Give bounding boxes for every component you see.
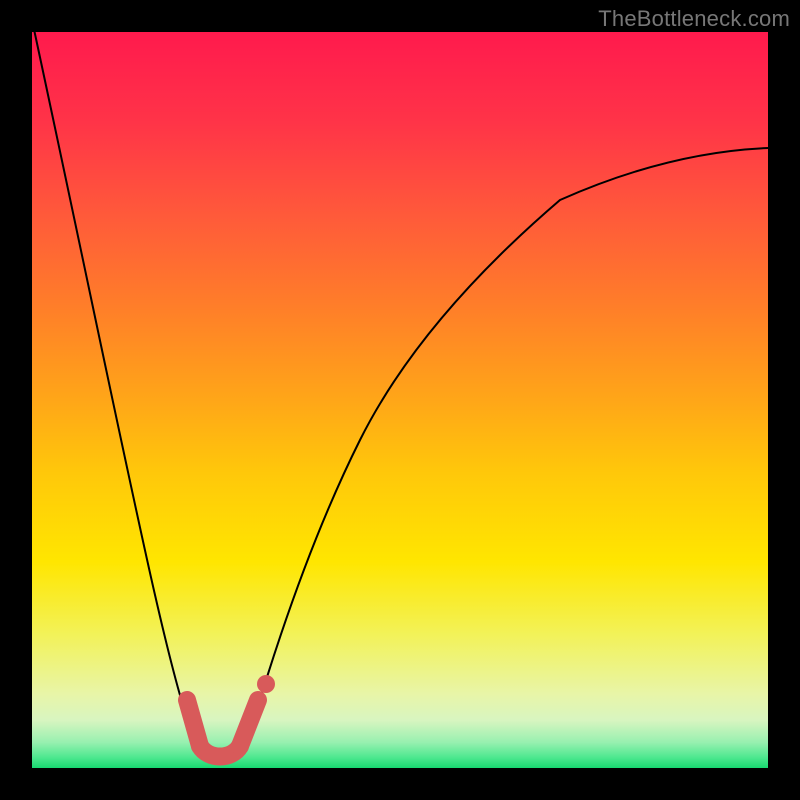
plot-background bbox=[32, 32, 768, 768]
watermark-text: TheBottleneck.com bbox=[598, 6, 790, 32]
chart-frame: TheBottleneck.com bbox=[0, 0, 800, 800]
chart-svg bbox=[0, 0, 800, 800]
